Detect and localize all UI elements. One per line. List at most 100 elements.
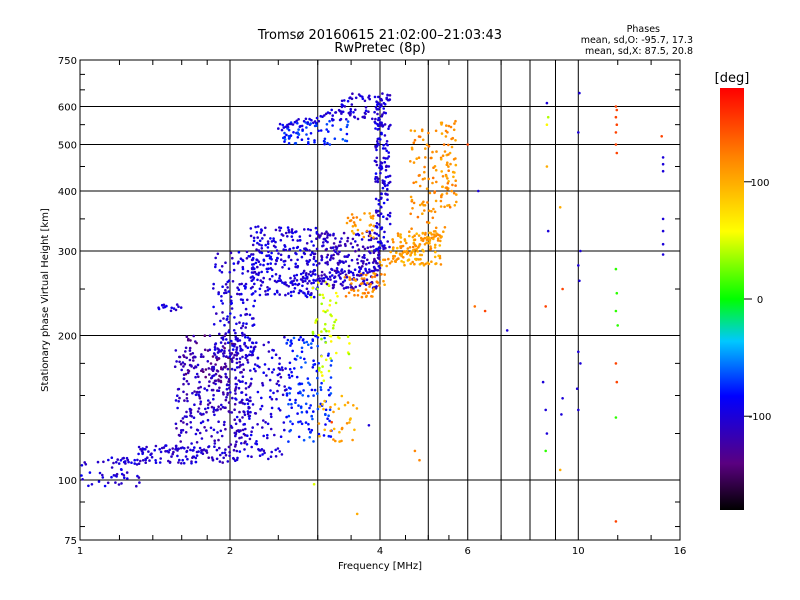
data-point bbox=[239, 363, 242, 367]
data-point bbox=[380, 264, 384, 267]
colorbar-tick-label: 100 bbox=[750, 178, 769, 189]
data-point bbox=[395, 251, 398, 254]
data-point bbox=[302, 269, 306, 273]
data-point bbox=[211, 458, 215, 462]
data-point bbox=[375, 156, 379, 160]
data-point bbox=[251, 341, 254, 345]
data-point bbox=[287, 142, 291, 145]
data-point bbox=[291, 238, 295, 242]
data-point bbox=[303, 357, 306, 361]
data-point bbox=[322, 434, 326, 437]
data-point bbox=[309, 270, 312, 274]
data-point bbox=[225, 355, 228, 359]
data-point bbox=[235, 354, 238, 357]
data-point bbox=[172, 307, 176, 310]
data-point bbox=[293, 120, 297, 124]
data-point bbox=[283, 263, 286, 267]
data-point bbox=[441, 154, 445, 157]
data-point bbox=[387, 127, 390, 130]
data-point bbox=[439, 199, 443, 203]
data-point bbox=[270, 397, 274, 401]
data-point bbox=[379, 227, 382, 231]
data-point bbox=[446, 182, 450, 185]
data-point bbox=[215, 356, 218, 360]
data-point bbox=[318, 405, 321, 408]
data-point bbox=[324, 248, 328, 252]
data-point bbox=[117, 483, 121, 486]
data-point bbox=[400, 259, 403, 263]
data-point bbox=[241, 331, 244, 335]
data-point bbox=[224, 288, 227, 292]
data-point bbox=[433, 255, 437, 259]
data-point bbox=[341, 280, 345, 284]
data-point bbox=[233, 408, 236, 412]
data-point bbox=[258, 287, 262, 291]
data-point bbox=[348, 342, 351, 345]
data-point bbox=[345, 221, 349, 225]
data-point bbox=[440, 132, 444, 135]
data-point bbox=[260, 448, 264, 451]
data-point bbox=[435, 180, 438, 184]
data-point bbox=[233, 402, 237, 406]
data-point bbox=[212, 428, 216, 432]
data-point bbox=[278, 409, 282, 412]
data-point bbox=[414, 180, 418, 184]
data-point bbox=[294, 398, 297, 402]
data-point bbox=[285, 341, 289, 345]
data-point bbox=[352, 232, 356, 235]
data-point bbox=[352, 216, 355, 219]
data-point bbox=[361, 95, 364, 99]
data-point bbox=[297, 420, 300, 424]
data-point bbox=[353, 116, 357, 119]
data-point bbox=[115, 472, 119, 476]
data-point bbox=[377, 234, 381, 237]
data-point bbox=[354, 240, 357, 243]
data-point bbox=[340, 110, 343, 113]
data-point bbox=[427, 209, 431, 213]
data-point bbox=[287, 440, 290, 443]
data-point bbox=[248, 337, 252, 341]
data-point bbox=[287, 292, 290, 295]
data-point bbox=[201, 449, 204, 452]
data-points bbox=[80, 91, 665, 523]
data-point bbox=[290, 228, 294, 231]
data-point bbox=[545, 165, 549, 168]
data-point bbox=[322, 407, 325, 411]
data-point bbox=[418, 253, 422, 257]
data-point bbox=[327, 130, 330, 133]
data-point bbox=[230, 299, 233, 303]
data-point bbox=[267, 350, 271, 353]
data-point bbox=[236, 339, 240, 343]
data-point bbox=[426, 201, 429, 204]
data-point bbox=[329, 405, 332, 409]
data-point bbox=[288, 392, 292, 395]
data-point bbox=[261, 384, 265, 387]
data-point bbox=[382, 235, 386, 239]
data-point bbox=[346, 120, 350, 123]
data-point bbox=[425, 241, 428, 244]
data-point bbox=[285, 283, 288, 287]
data-point bbox=[322, 296, 325, 300]
data-point bbox=[278, 276, 281, 280]
data-point bbox=[443, 205, 446, 209]
data-point bbox=[312, 410, 315, 413]
data-point bbox=[385, 149, 389, 153]
data-point bbox=[399, 235, 402, 239]
data-point bbox=[274, 448, 278, 452]
data-point bbox=[174, 399, 178, 402]
data-point bbox=[234, 431, 238, 435]
data-point bbox=[186, 338, 190, 342]
data-point bbox=[190, 442, 193, 445]
data-point bbox=[308, 234, 312, 237]
data-point bbox=[246, 410, 250, 413]
data-point bbox=[112, 474, 116, 477]
data-point bbox=[305, 287, 309, 291]
data-point bbox=[380, 273, 383, 276]
data-point bbox=[186, 457, 189, 461]
data-point bbox=[332, 232, 335, 236]
colorbar bbox=[720, 88, 744, 510]
data-point bbox=[505, 329, 509, 332]
data-point bbox=[364, 267, 367, 271]
data-point bbox=[307, 343, 310, 347]
data-point bbox=[339, 282, 343, 286]
